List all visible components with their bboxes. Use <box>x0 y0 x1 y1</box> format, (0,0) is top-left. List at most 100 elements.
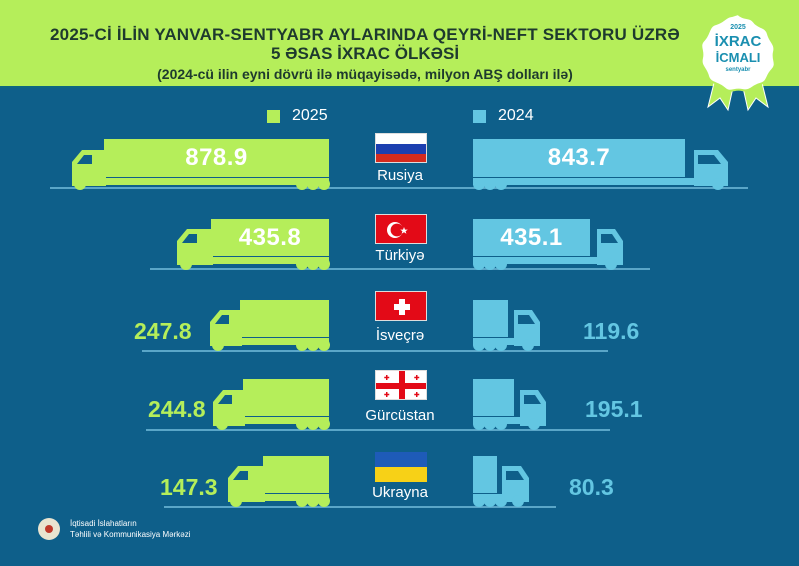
title-line2: 5 ƏSAS İXRAC ÖLKƏSİ <box>270 44 460 63</box>
wheel-icon <box>484 178 496 190</box>
export-review-badge: 2025 İXRAC İCMALI sentyabr <box>696 12 780 112</box>
organization-name: İqtisadi İslahatların Təhlili və Kommuni… <box>70 518 190 540</box>
wheel-icon <box>230 495 242 507</box>
wheel-icon <box>484 418 496 430</box>
country-label: Ukrayna <box>372 484 428 501</box>
country-label: Rusiya <box>377 167 423 184</box>
org-line2: Təhlili və Kommunikasiya Mərkəzi <box>70 530 191 539</box>
bar-2025-turkey: 435.8 <box>211 219 329 256</box>
bar-2024-georgia <box>473 379 514 416</box>
badge-line1: İXRAC <box>714 33 762 50</box>
truck-chassis <box>239 417 329 424</box>
wheel-icon <box>512 495 524 507</box>
legend-label-2024: 2024 <box>498 107 534 124</box>
legend-swatch-2024 <box>473 109 486 123</box>
value-2025-georgia: 244.8 <box>148 396 206 422</box>
row-baseline <box>50 187 748 189</box>
country-label: Gürcüstan <box>365 407 435 424</box>
rosette-icon <box>700 12 776 112</box>
truck-cab-2024-icon <box>502 466 529 502</box>
wheel-icon <box>180 258 192 270</box>
wheel-icon <box>484 495 496 507</box>
truck-cab-2025-icon <box>72 150 106 186</box>
wheel-icon <box>528 418 540 430</box>
truck-cab-2024-icon <box>514 310 540 346</box>
truck-chassis <box>258 494 329 501</box>
wheel-icon <box>307 495 319 507</box>
wheel-icon <box>307 178 319 190</box>
wheel-icon <box>473 258 485 270</box>
truck-chassis <box>473 257 603 264</box>
wheel-icon <box>522 339 534 351</box>
truck-cab-2025-icon <box>210 310 242 346</box>
row-baseline <box>142 350 608 352</box>
wheel-icon <box>296 258 308 270</box>
wheel-icon <box>473 178 485 190</box>
wheel-icon <box>484 258 496 270</box>
wheel-icon <box>473 339 485 351</box>
truck-cab-2025-icon <box>177 229 213 265</box>
truck-cab-2024-icon <box>694 150 728 186</box>
legend-2025: 2025 <box>267 107 328 125</box>
legend-2024: 2024 <box>473 107 534 125</box>
wheel-icon <box>473 418 485 430</box>
wheel-icon <box>318 258 330 270</box>
wheel-icon <box>318 178 330 190</box>
truck-cab-2024-icon <box>597 229 623 265</box>
badge-line2: İCMALI <box>715 50 761 65</box>
row-baseline <box>146 429 610 431</box>
bar-2025-georgia <box>243 379 329 416</box>
bar-2024-ukraine <box>473 456 497 493</box>
truck-cab-2025-icon <box>213 390 245 426</box>
wheel-icon <box>318 418 330 430</box>
legend-label-2025: 2025 <box>292 107 328 124</box>
bar-2024-switzerland <box>473 300 508 337</box>
bar-2025-russia: 878.9 <box>104 139 329 177</box>
wheel-icon <box>484 339 496 351</box>
org-line1: İqtisadi İslahatların <box>70 519 137 528</box>
wheel-icon <box>296 339 308 351</box>
bar-2025-switzerland <box>240 300 329 337</box>
country-label: İsveçrə <box>375 327 425 344</box>
wheel-icon <box>605 258 617 270</box>
value-2024-switzerland: 119.6 <box>583 318 640 344</box>
wheel-icon <box>296 178 308 190</box>
wheel-icon <box>307 418 319 430</box>
turkey-flag <box>375 214 427 244</box>
ukraine-flag <box>375 452 427 482</box>
value-2024-ukraine: 80.3 <box>569 474 614 500</box>
truck-chassis <box>205 257 329 264</box>
bar-2024-russia: 843.7 <box>473 139 685 177</box>
wheel-icon <box>74 178 86 190</box>
wheel-icon <box>216 418 228 430</box>
footer-logo: İqtisadi İslahatların Təhlili və Kommuni… <box>38 518 190 540</box>
wheel-icon <box>307 258 319 270</box>
wheel-icon <box>495 258 507 270</box>
row-baseline <box>164 506 556 508</box>
legend-swatch-2025 <box>267 109 280 123</box>
header-banner: 2025-Cİ İLİN YANVAR-SENTYABR AYLARINDA Q… <box>0 0 799 88</box>
row-baseline <box>150 268 650 270</box>
wheel-icon <box>307 339 319 351</box>
wheel-icon <box>495 339 507 351</box>
title-line1: 2025-Cİ İLİN YANVAR-SENTYABR AYLARINDA Q… <box>50 25 680 44</box>
value-2025-ukraine: 147.3 <box>160 474 218 500</box>
wheel-icon <box>318 339 330 351</box>
subtitle: (2024-cü ilin eyni dövrü ilə müqayisədə,… <box>157 66 573 82</box>
truck-chassis <box>236 338 329 345</box>
wheel-icon <box>712 178 724 190</box>
badge-line3: sentyabr <box>725 67 751 73</box>
emblem-icon <box>38 518 60 540</box>
wheel-icon <box>296 495 308 507</box>
country-label: Türkiyə <box>375 247 425 264</box>
bar-2025-ukraine <box>263 456 329 493</box>
wheel-icon <box>495 495 507 507</box>
truck-chassis <box>473 178 703 185</box>
truck-cab-2025-icon <box>228 466 265 502</box>
georgia-flag <box>375 370 427 400</box>
value-2025-switzerland: 247.8 <box>134 318 192 344</box>
wheel-icon <box>212 339 224 351</box>
bar-2024-turkey: 435.1 <box>473 219 590 256</box>
wheel-icon <box>296 418 308 430</box>
value-2024-georgia: 195.1 <box>585 396 643 422</box>
